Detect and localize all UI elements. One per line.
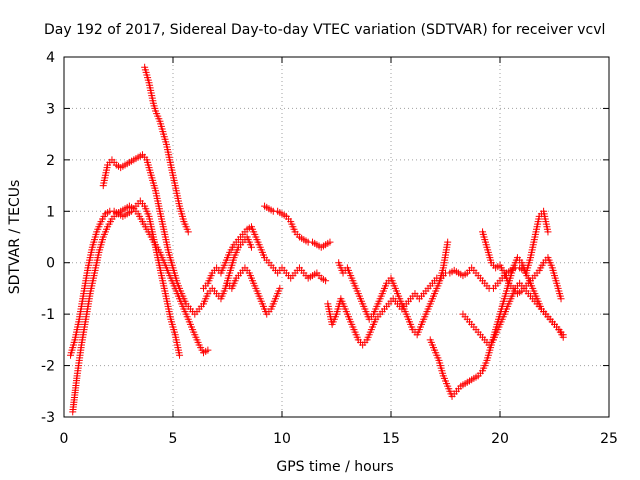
y-tick-label: -2 (41, 359, 55, 375)
y-tick-label: 0 (46, 256, 55, 272)
y-tick-label: -1 (41, 307, 55, 323)
tick-layer: 0 5 10 15 20 25 -3 -2 -1 0 1 2 3 4 (41, 50, 618, 447)
data-marks (67, 63, 567, 416)
data-point (544, 228, 552, 236)
y-tick-label: 2 (46, 153, 55, 169)
y-tick-label: 4 (46, 50, 55, 66)
data-point (204, 346, 212, 354)
y-tick-label: 1 (46, 204, 55, 220)
x-tick-label: 20 (491, 431, 509, 447)
data-point (322, 277, 330, 285)
y-tick-label: -3 (41, 410, 55, 426)
x-tick-label: 10 (273, 431, 291, 447)
x-tick-label: 15 (382, 431, 400, 447)
x-tick-label: 25 (600, 431, 618, 447)
x-axis-label: GPS time / hours (276, 459, 393, 475)
plot-frame (63, 56, 610, 418)
data-point (276, 284, 284, 292)
y-tick-label: 3 (46, 101, 55, 117)
data-point (247, 243, 255, 251)
data-point (326, 238, 334, 246)
data-point (184, 228, 192, 236)
data-point (557, 295, 565, 303)
grid-layer (64, 57, 609, 417)
chart-title: Day 192 of 2017, Sidereal Day-to-day VTE… (44, 22, 605, 38)
data-point (559, 333, 567, 341)
x-tick-label: 5 (169, 431, 178, 447)
y-axis-label: SDTVAR / TECUs (7, 180, 23, 295)
data-point (444, 238, 452, 246)
x-tick-label: 0 (60, 431, 69, 447)
data-point (176, 351, 184, 359)
